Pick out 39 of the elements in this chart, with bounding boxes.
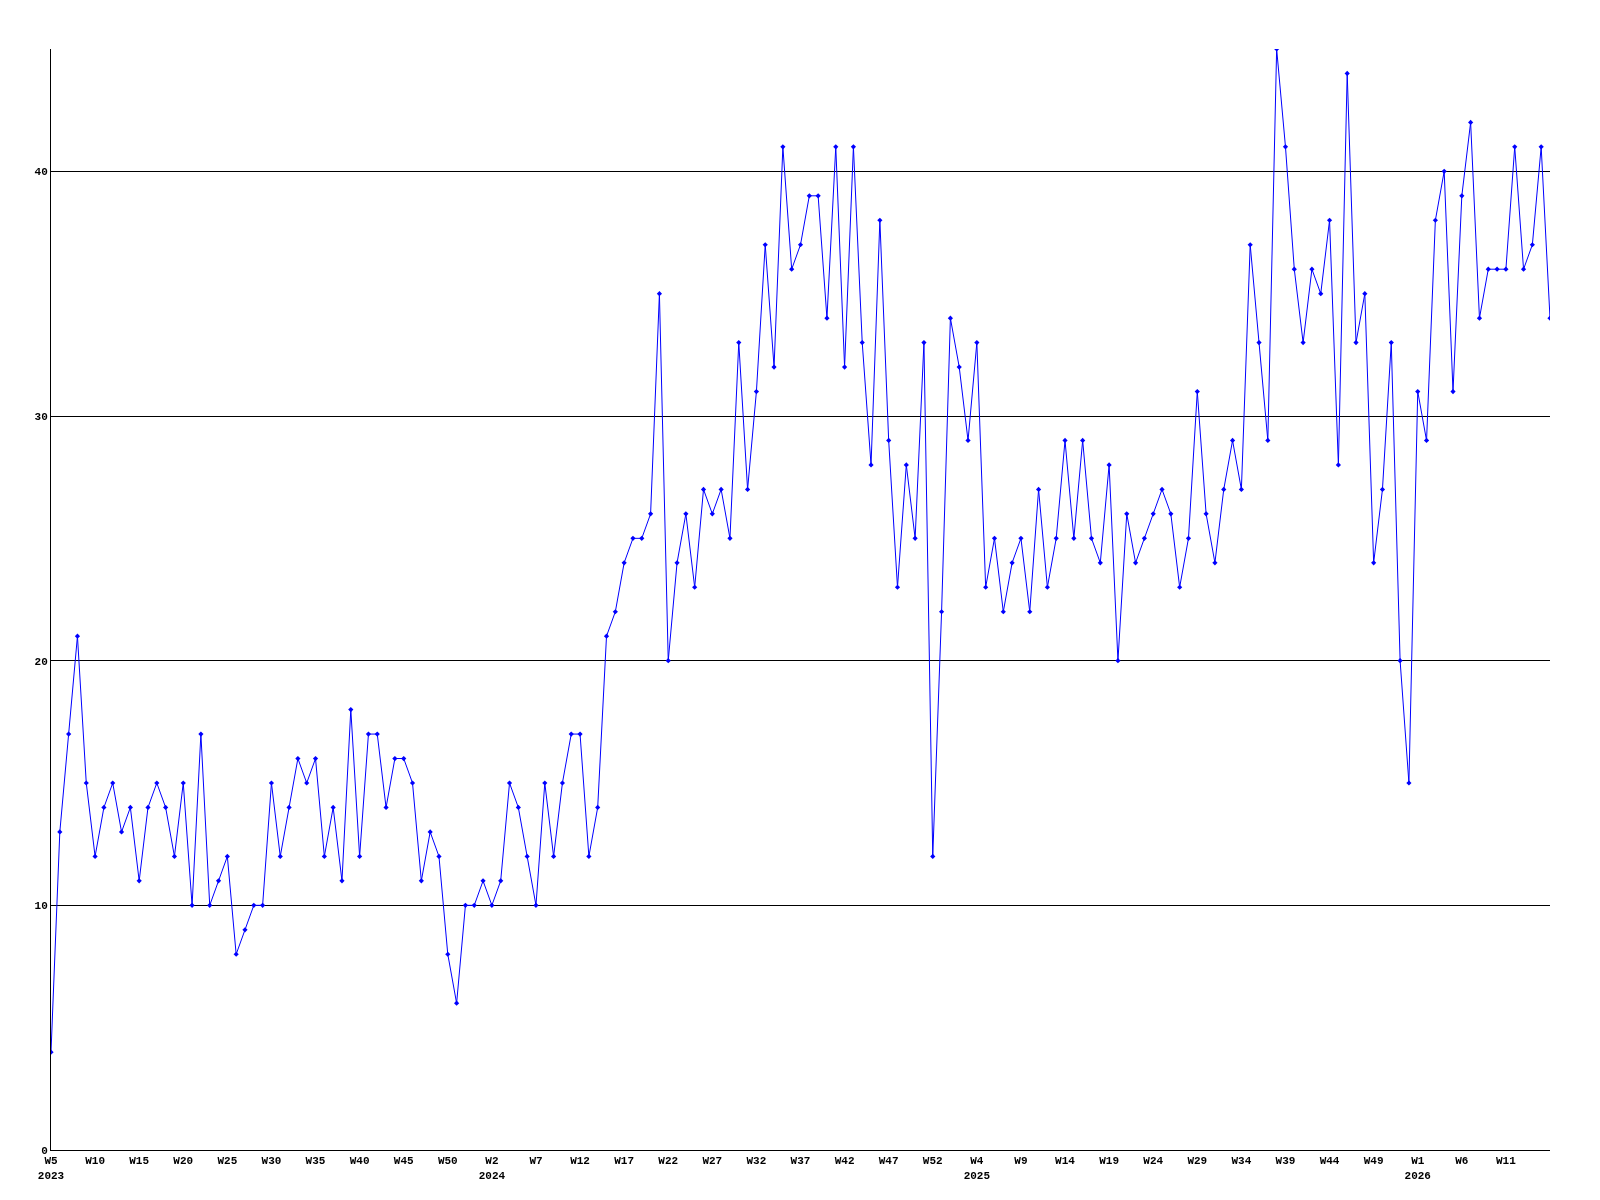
x-tick-label: W45 xyxy=(393,1155,415,1168)
x-tick-label: W24 xyxy=(1143,1155,1164,1168)
x-tick-label: W27 xyxy=(702,1155,723,1168)
x-tick-label: W15 xyxy=(129,1155,150,1168)
x-tick-label: W37 xyxy=(790,1155,811,1168)
x-tick-label: W34 xyxy=(1231,1155,1252,1168)
x-tick-label: W42 xyxy=(834,1155,855,1168)
x-tick-label: W47 xyxy=(878,1155,899,1168)
y-tick-label: 10 xyxy=(34,900,48,913)
x-tick-label: W5 2023 xyxy=(37,1155,65,1182)
x-tick-label: W49 xyxy=(1363,1155,1384,1168)
y-tick-label: 0 xyxy=(41,1144,48,1157)
x-tick-label: W52 xyxy=(922,1155,943,1168)
x-tick-label: W25 xyxy=(217,1155,238,1168)
x-tick-label: W20 xyxy=(173,1155,194,1168)
y-tick-label: 30 xyxy=(34,410,48,423)
x-tick-label: W22 xyxy=(658,1155,679,1168)
y-tick-label: 20 xyxy=(34,655,48,668)
x-tick-label: W14 xyxy=(1055,1155,1076,1168)
x-tick-label: W9 xyxy=(1014,1155,1028,1168)
x-tick-label: W39 xyxy=(1275,1155,1296,1168)
x-tick-label: W19 xyxy=(1099,1155,1120,1168)
x-tick-label: W6 xyxy=(1455,1155,1469,1168)
x-tick-label: W30 xyxy=(261,1155,282,1168)
x-tick-label: W35 xyxy=(305,1155,326,1168)
x-tick-label: W29 xyxy=(1187,1155,1208,1168)
x-tick-label: W11 xyxy=(1496,1155,1517,1168)
x-tick-label: W12 xyxy=(570,1155,590,1168)
x-tick-label: W1 2026 xyxy=(1404,1155,1431,1182)
x-tick-label: W4 2025 xyxy=(963,1155,991,1182)
x-tick-label: W50 xyxy=(437,1155,458,1168)
x-tick-label: W7 xyxy=(529,1155,543,1168)
x-tick-label: W44 xyxy=(1319,1155,1340,1168)
x-tick-label: W17 xyxy=(614,1155,635,1168)
x-tick-label: W10 xyxy=(85,1155,105,1168)
x-tick-label: W2 2024 xyxy=(478,1155,506,1182)
x-tick-label: W40 xyxy=(349,1155,370,1168)
y-tick-label: 40 xyxy=(34,166,48,179)
x-tick-label: W32 xyxy=(746,1155,767,1168)
